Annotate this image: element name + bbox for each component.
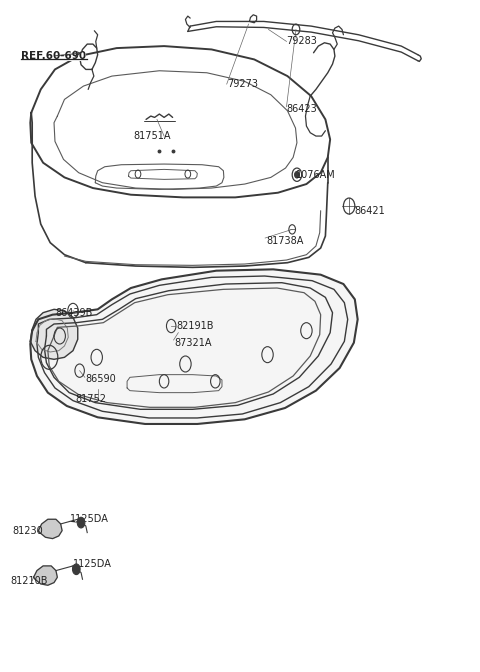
Text: 86423: 86423 [287,104,317,114]
Text: REF.60-690: REF.60-690 [21,51,86,61]
Text: 1125DA: 1125DA [70,514,109,524]
Circle shape [77,517,85,528]
Circle shape [72,564,80,575]
Text: 81738A: 81738A [266,236,303,246]
Text: 81752: 81752 [75,394,106,405]
Text: 79273: 79273 [227,79,258,89]
Text: 1076AM: 1076AM [296,170,336,179]
Text: 81230: 81230 [12,526,43,536]
Polygon shape [38,519,62,538]
Text: 86439B: 86439B [55,308,92,318]
Text: 82191B: 82191B [176,321,214,331]
Text: 86590: 86590 [86,374,117,384]
Polygon shape [34,566,57,585]
Text: 86421: 86421 [355,206,385,216]
Text: 79283: 79283 [287,36,317,46]
Polygon shape [30,269,358,424]
Text: 81751A: 81751A [133,131,171,141]
Circle shape [295,171,300,178]
Polygon shape [30,309,78,360]
Text: 81210B: 81210B [11,576,48,585]
Text: 1125DA: 1125DA [73,559,112,569]
Text: 87321A: 87321A [175,337,212,347]
